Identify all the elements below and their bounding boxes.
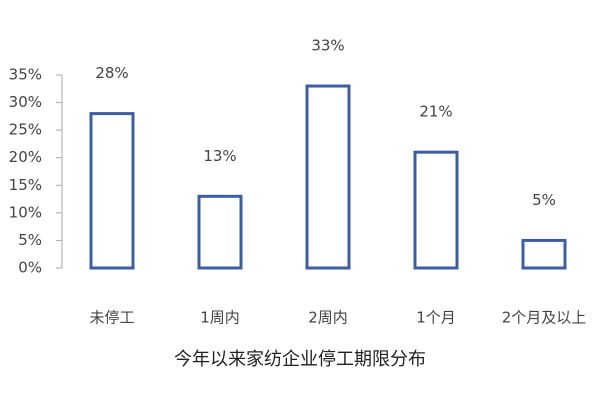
x-tick-label: 1周内 (200, 309, 240, 327)
y-tick-label: 30% (9, 93, 42, 111)
bar (89, 112, 135, 270)
y-tick-label: 20% (9, 148, 42, 166)
x-tick-label: 未停工 (89, 309, 134, 327)
y-tick-label: 15% (9, 176, 42, 194)
y-tick-label: 0% (18, 259, 42, 277)
chart-title: 今年以来家纺企业停工期限分布 (174, 349, 426, 370)
x-tick-label: 2周内 (308, 309, 348, 327)
y-tick-label: 35% (9, 66, 42, 84)
value-label: 21% (419, 103, 452, 121)
value-label: 5% (532, 191, 556, 209)
x-tick-label: 2个月及以上 (502, 309, 587, 327)
bar (305, 84, 351, 270)
y-tick-label: 10% (9, 203, 42, 221)
value-label: 28% (95, 64, 128, 82)
y-tick-label: 25% (9, 121, 42, 139)
bar (197, 194, 243, 270)
bar (521, 238, 567, 270)
y-tick-label: 5% (18, 231, 42, 249)
bar (413, 150, 459, 270)
x-tick-label: 1个月 (416, 309, 456, 327)
value-label: 33% (311, 37, 344, 55)
value-label: 13% (203, 147, 236, 165)
